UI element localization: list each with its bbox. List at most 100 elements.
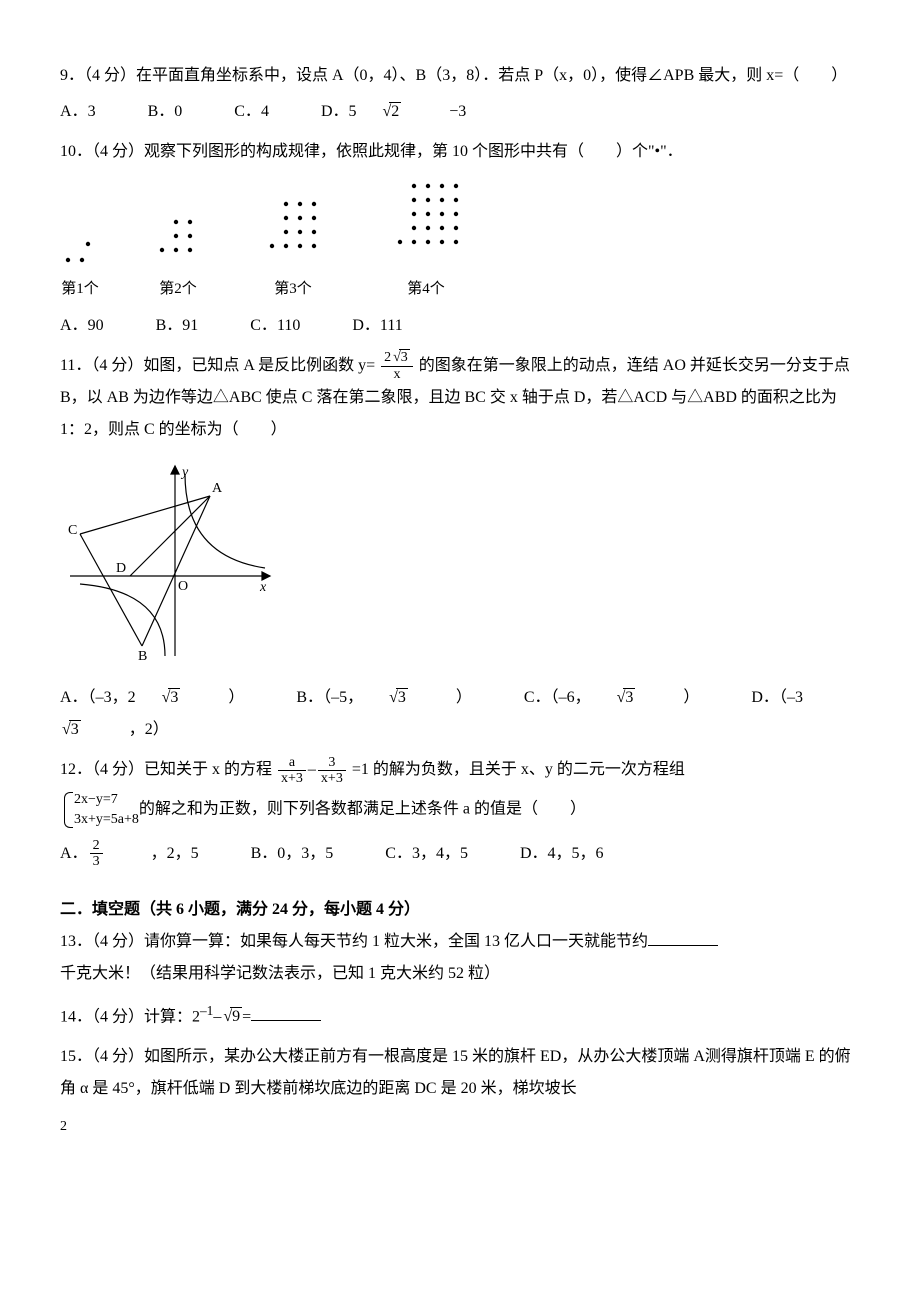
q9-opt-c: C．4 (234, 103, 293, 120)
q11-a-post: ） (228, 689, 244, 706)
q9-d-pre: 5 (349, 103, 357, 120)
q11-c-post: ） (683, 689, 699, 706)
q9-opt-a: A．3 (60, 103, 120, 120)
q12-c-val: 3，4，5 (412, 845, 468, 862)
q12-opt-c: C．3，4，5 (385, 845, 492, 862)
q9-text: 9．（4 分）在平面直角坐标系中，设点 A（0，4）、B（3，8）．若点 P（x… (60, 67, 847, 84)
pattern-2-svg (150, 214, 206, 270)
q12-opt-b: B．0，3，5 (251, 845, 358, 862)
question-13: 13．（4 分）请你算一算：如果每人每天节约 1 粒大米，全国 13 亿人口一天… (60, 926, 860, 990)
pattern-4-label: 第4个 (380, 274, 472, 304)
minus-sign: ‒ (308, 761, 316, 778)
question-14: 14．（4 分）计算：2‒1‒9= (60, 998, 860, 1033)
dot-pattern-figure: 第1个 第2个 第3个 (60, 178, 860, 304)
q10-opt-d: D．111 (352, 317, 426, 334)
fraction-icon: 23x (381, 350, 413, 382)
equation-system: 2x−y=7 3x+y=5a+8 (60, 790, 139, 829)
sys-eq-2: 3x+y=5a+8 (74, 810, 139, 830)
pattern-1-svg (60, 230, 100, 270)
q11-opt-b: B．（‒5，3） (296, 689, 496, 706)
q11-a-rad: 3 (168, 688, 180, 706)
q14-text-a: 14．（4 分）计算：2 (60, 1008, 200, 1025)
q12-opt-a: A．23，2，5 (60, 845, 223, 862)
sqrt-icon: 3 (391, 350, 410, 365)
q11-b-pre: （‒5， (323, 689, 363, 706)
sqrt-icon: 3 (387, 682, 432, 714)
q11-fden: x (381, 367, 413, 382)
q9-b-val: 0 (174, 103, 182, 120)
fill-blank (648, 929, 718, 946)
q11-c-rad: 3 (623, 688, 635, 706)
fraction-icon: 3x+3 (318, 755, 346, 787)
q13-text-b: 千克大米！（结果用科学记数法表示，已知 1 克大米约 52 粒） (60, 965, 500, 982)
q10-opt-a: A．90 (60, 317, 128, 334)
q12-options: A．23，2，5 B．0，3，5 C．3，4，5 D．4，5，6 (60, 838, 860, 870)
q10-a-val: 90 (88, 317, 104, 334)
q10-opt-b: B．91 (156, 317, 223, 334)
label-B: B (138, 649, 147, 664)
q9-c-val: 4 (261, 103, 269, 120)
q9-options: A．3 B．0 C．4 D．52−3 (60, 96, 860, 128)
q11-graph-svg: y x O A B C D (60, 456, 280, 666)
q11-c-pre: （‒6， (551, 689, 591, 706)
q14-eq: = (242, 1008, 251, 1025)
q11-opt-c: C．（‒6，3） (524, 689, 724, 706)
q12-opt-d: D．4，5，6 (520, 845, 628, 862)
pattern-2: 第2个 (150, 214, 206, 304)
sqrt-icon: 3 (160, 682, 205, 714)
sqrt-icon: 9 (221, 1001, 242, 1033)
q9-a-val: 3 (88, 103, 96, 120)
q11-b-rad: 3 (396, 688, 408, 706)
pattern-3-svg (256, 196, 330, 270)
q11-text-a: 11．（4 分）如图，已知点 A 是反比例函数 y= (60, 357, 379, 374)
q12-text-c: 的解之和为正数，则下列各数都满足上述条件 a 的值是（ ） (139, 801, 586, 818)
q13-text-a: 13．（4 分）请你算一算：如果每人每天节约 1 粒大米，全国 13 亿人口一天… (60, 933, 648, 950)
q9-d-suf: −3 (449, 103, 466, 120)
question-12: 12．（4 分）已知关于 x 的方程 ax+3‒3x+3 =1 的解为负数，且关… (60, 754, 860, 870)
q12-text-a: 12．（4 分）已知关于 x 的方程 (60, 761, 276, 778)
fraction-icon: ax+3 (278, 755, 306, 787)
q12-f2n: 3 (318, 755, 346, 771)
pattern-3-label: 第3个 (256, 274, 330, 304)
sqrt-icon: 2 (381, 96, 426, 128)
q12-a-tail: ，2，5 (151, 845, 199, 862)
pattern-4-svg (380, 178, 472, 270)
sys-eq-1: 2x−y=7 (74, 790, 139, 810)
label-y: y (180, 465, 189, 480)
question-11: 11．（4 分）如图，已知点 A 是反比例函数 y= 23x 的图象在第一象限上… (60, 350, 860, 746)
pattern-2-label: 第2个 (150, 274, 206, 304)
q11-fnum-rad: 3 (399, 349, 410, 365)
q12-b-val: 0，3，5 (277, 845, 333, 862)
section-2-heading: 二．填空题（共 6 小题，满分 24 分，每小题 4 分） (60, 894, 860, 926)
question-10: 10．（4 分）观察下列图形的构成规律，依照此规律，第 10 个图形中共有（ ）… (60, 136, 860, 342)
label-A: A (212, 481, 223, 496)
q11-d-pre: （‒3 (779, 689, 803, 706)
q10-options: A．90 B．91 C．110 D．111 (60, 310, 860, 342)
label-O: O (178, 579, 188, 594)
pattern-1: 第1个 (60, 230, 100, 304)
sqrt-icon: 3 (615, 682, 660, 714)
q10-d-val: 111 (380, 317, 403, 334)
q11-graph: y x O A B C D (60, 456, 860, 678)
q11-options: A．（‒3，23） B．（‒5，3） C．（‒6，3） D．（‒33，2） (60, 682, 860, 746)
q12-d-val: 4，5，6 (548, 845, 604, 862)
q11-d-rad: 3 (69, 720, 81, 738)
q12-a-fn: 2 (90, 838, 103, 854)
q11-a-pre: （‒3，2 (88, 689, 136, 706)
fraction-icon: 23 (90, 838, 127, 870)
label-D: D (116, 561, 126, 576)
label-C: C (68, 523, 77, 538)
q9-opt-d: D．52−3 (321, 103, 490, 120)
pattern-4: 第4个 (380, 178, 472, 304)
q12-text-b: =1 的解为负数，且关于 x、y 的二元一次方程组 (348, 761, 685, 778)
q10-c-val: 110 (277, 317, 300, 334)
q12-a-fd: 3 (90, 854, 103, 869)
q9-d-rad: 2 (389, 102, 401, 120)
page-number: 2 (60, 1113, 67, 1141)
fill-blank (251, 1004, 321, 1021)
q12-f1d: x+3 (278, 771, 306, 786)
q11-d-post: ，2） (129, 721, 169, 738)
question-15: 15．（4 分）如图所示，某办公大楼正前方有一根高度是 15 米的旗杆 ED，从… (60, 1041, 860, 1105)
q12-f2d: x+3 (318, 771, 346, 786)
q14-sup: ‒1 (200, 1003, 213, 1018)
